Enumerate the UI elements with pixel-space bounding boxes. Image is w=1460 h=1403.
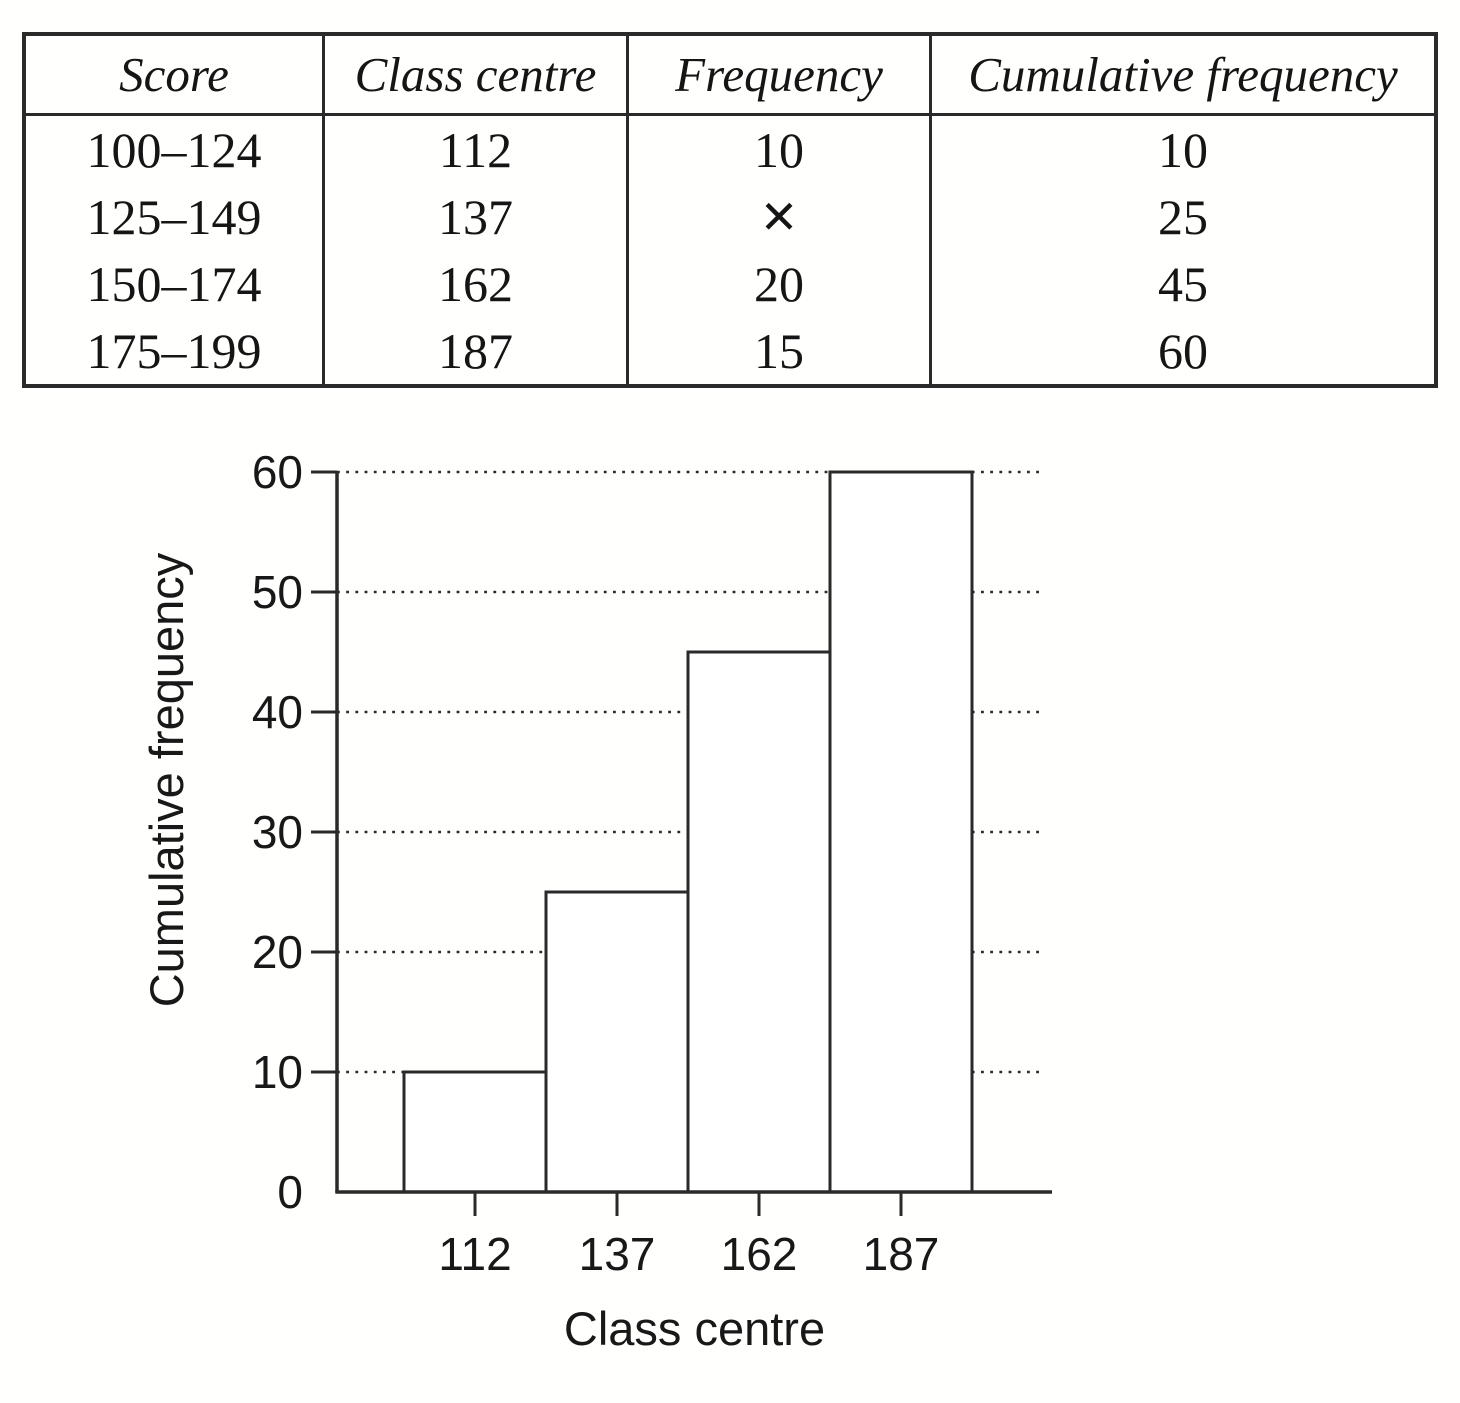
bar-137 (544, 890, 690, 1194)
table-cell-frequency: 15 (629, 317, 932, 384)
y-tick-label-0: 0 (277, 1166, 303, 1218)
table-cell-class-centre: 112 (325, 116, 629, 183)
table-cell-score: 125–149 (26, 183, 325, 250)
table-cell-class-centre: 137 (325, 183, 629, 250)
bar-112 (402, 1070, 548, 1194)
cumulative-frequency-histogram-svg: 0 10 20 30 40 50 60 112 137 162 187 Class centre Cum… (140, 446, 1052, 1355)
table-cell-cumulative-frequency: 25 (1158, 188, 1208, 245)
x-tick-label-187: 187 (863, 1228, 940, 1280)
x-tick-label-162: 162 (721, 1228, 798, 1280)
table-header-cumulative-frequency: Cumulative frequency (932, 36, 1434, 116)
table-cell-score: 100–124 (26, 116, 325, 183)
table-cell-cumulative-frequency: 10 (1158, 121, 1208, 178)
table-cell-score: 175–199 (26, 317, 325, 384)
x-tick-label-112: 112 (438, 1228, 511, 1280)
y-axis-title: Cumulative frequency (140, 552, 193, 1007)
y-tick-label-60: 60 (252, 446, 303, 498)
table-cell-frequency: 20 (629, 250, 932, 317)
y-tick-label-30: 30 (252, 806, 303, 858)
y-tick-label-10: 10 (252, 1046, 303, 1098)
x-axis-title: Class centre (564, 1302, 825, 1355)
table-header-class-centre: Class centre (325, 36, 629, 116)
table-header-score: Score (26, 36, 325, 116)
table-header-frequency: Frequency (629, 36, 932, 116)
table-cell-class-centre: 162 (325, 250, 629, 317)
table-cell-score: 150–174 (26, 250, 325, 317)
bar-162 (686, 650, 832, 1194)
x-tick-label-137: 137 (579, 1228, 656, 1280)
bar-187 (828, 470, 974, 1194)
table-cell-class-centre: 187 (325, 317, 629, 384)
y-tick-label-20: 20 (252, 926, 303, 978)
y-tick-label-50: 50 (252, 566, 303, 618)
frequency-table: Score Class centre Frequency Cumulative … (22, 32, 1438, 388)
table-cell-cumulative-frequency: 60 (1158, 322, 1208, 379)
y-tick-label-40: 40 (252, 686, 303, 738)
cumulative-frequency-chart: 0 10 20 30 40 50 60 112 137 162 187 Class centre Cum… (0, 430, 1460, 1398)
table-cell-cumulative-frequency: 45 (1158, 255, 1208, 312)
table-cell-frequency-unknown: ✕ (629, 183, 932, 250)
table-cell-frequency: 10 (629, 116, 932, 183)
unknown-frequency-cross-icon: ✕ (759, 189, 799, 244)
